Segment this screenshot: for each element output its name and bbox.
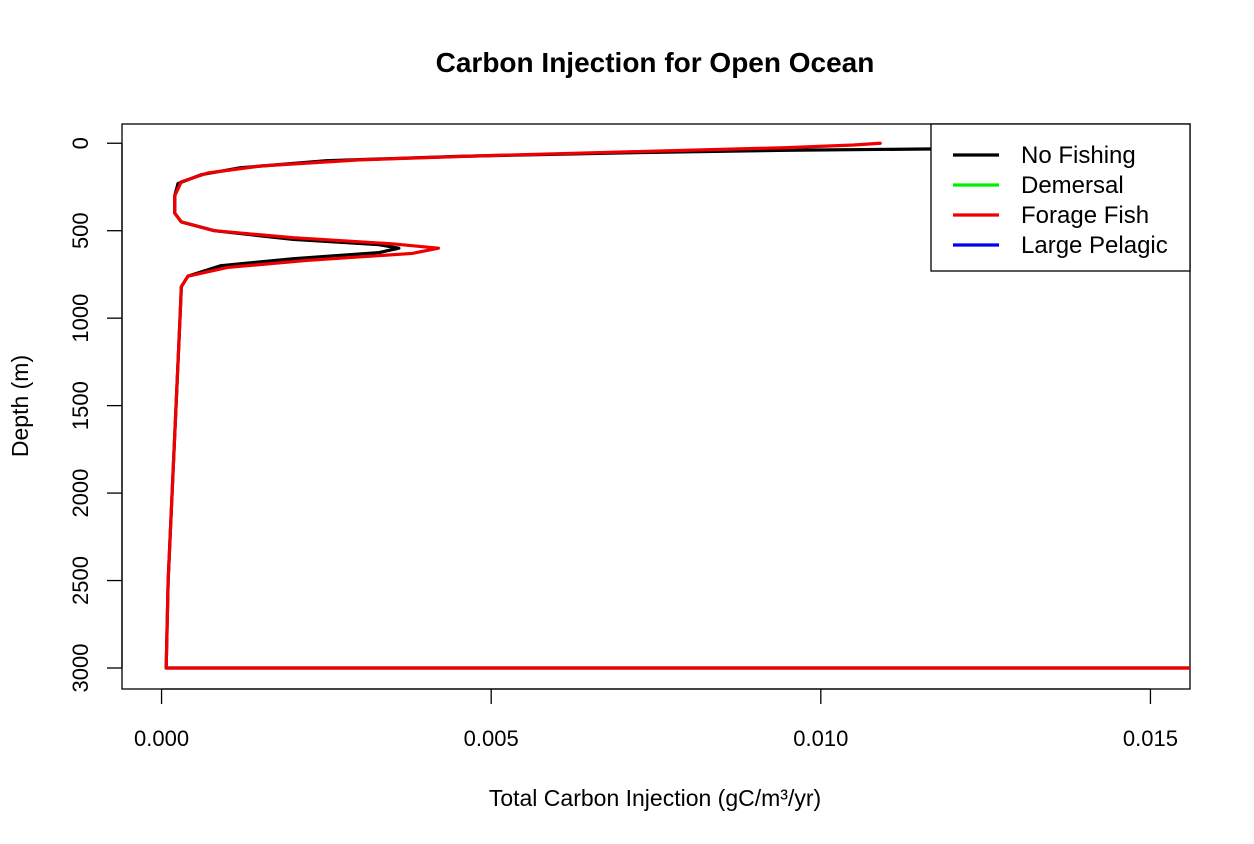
y-axis: 0 500 1000 1500 2000 2500 3000 [68,137,123,693]
x-tick-label: 0.010 [793,726,848,751]
legend-label: No Fishing [1021,142,1136,169]
y-axis-label: Depth (m) [7,355,33,457]
chart-title: Carbon Injection for Open Ocean [436,47,875,78]
y-tick-label: 2000 [68,469,93,518]
y-tick-label: 0 [68,137,93,149]
y-tick-label: 3000 [68,644,93,693]
legend-label: Demersal [1021,172,1124,199]
y-tick-label: 2500 [68,556,93,605]
legend: No Fishing Demersal Forage Fish Large Pelag… [930,123,1191,272]
x-tick-label: 0.005 [464,726,519,751]
series-line-forage-fish [164,141,1190,670]
x-tick-label: 0.000 [134,726,189,751]
legend-label: Large Pelagic [1021,232,1168,259]
x-axis: 0.000 0.005 0.010 0.015 [134,688,1178,751]
y-tick-label: 500 [68,212,93,249]
legend-label: Forage Fish [1021,202,1149,229]
plot-area [164,141,1190,670]
y-tick-label: 1000 [68,294,93,343]
x-tick-label: 0.015 [1123,726,1178,751]
y-tick-label: 1500 [68,381,93,430]
x-axis-label: Total Carbon Injection (gC/m³/yr) [489,785,821,811]
